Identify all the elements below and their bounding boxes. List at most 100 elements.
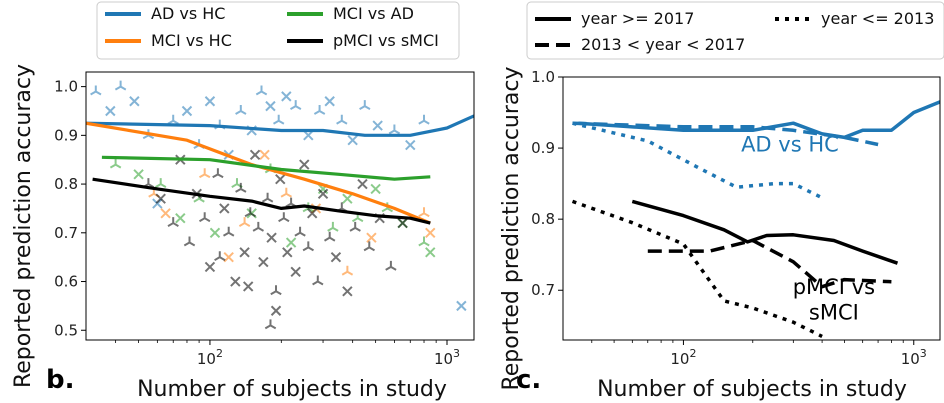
y-tick-label: 0.8 — [54, 175, 78, 193]
annotation-label: pMCI vs — [793, 275, 875, 299]
scatter-point — [209, 227, 221, 239]
scatter-point — [259, 149, 270, 161]
scatter-point — [290, 100, 302, 110]
legend-label: year >= 2017 — [581, 9, 694, 28]
scatter-point — [230, 276, 241, 287]
scatter-point — [223, 251, 234, 263]
series-line — [631, 199, 899, 265]
scatter-point — [397, 217, 408, 229]
y-tick-label: 0.7 — [531, 281, 555, 299]
scatter-point — [388, 124, 401, 135]
scatter-point — [181, 105, 193, 117]
scatter-point — [342, 193, 353, 204]
y-tick-label: 0.8 — [531, 210, 555, 228]
scatter-point — [285, 237, 297, 248]
y-tick-label: 1.0 — [54, 78, 78, 96]
scatter-point — [105, 105, 116, 117]
plot-area — [571, 100, 940, 338]
scatter-point — [341, 265, 354, 276]
panel-label: c. — [516, 365, 541, 395]
legend-label: 2013 < year < 2017 — [581, 35, 745, 54]
plot-area — [86, 80, 474, 330]
scatter-point — [366, 232, 377, 243]
scatter-point — [238, 217, 251, 227]
scatter-point — [265, 100, 276, 112]
scatter-point — [275, 173, 286, 185]
scatter-point — [154, 178, 167, 188]
scatter-point — [212, 168, 224, 179]
scatter-point — [219, 203, 230, 214]
scatter-point — [359, 100, 371, 110]
scatter-point — [363, 241, 375, 252]
scatter-point — [239, 247, 250, 258]
y-axis-title: Reported prediction accuracy — [499, 66, 524, 390]
scatter-point — [324, 96, 335, 107]
legend-label: MCI vs HC — [151, 31, 232, 50]
series-pmci-vs-smci — [142, 149, 408, 330]
series-line — [647, 238, 892, 289]
scatter-point — [327, 221, 339, 232]
scatter-point — [285, 197, 297, 208]
scatter-point — [405, 139, 416, 151]
x-tick-exponent: 2 — [689, 347, 696, 360]
scatter-point — [264, 319, 277, 330]
scatter-point — [299, 159, 310, 170]
scatter-point — [223, 226, 235, 237]
x-tick-label: 102 — [197, 347, 223, 368]
scatter-point — [235, 182, 247, 193]
scatter-point — [109, 158, 122, 169]
scatter-point — [385, 260, 397, 271]
scatter-point — [336, 114, 348, 125]
x-tick-label: 103 — [434, 347, 460, 368]
scatter-point — [418, 207, 430, 218]
scatter-point — [244, 207, 256, 218]
plot-frame — [85, 71, 475, 341]
scatter-point — [214, 251, 226, 262]
scatter-point — [242, 281, 254, 292]
scatter-point — [152, 198, 163, 209]
x-tick-label: 103 — [901, 347, 927, 368]
scatter-point — [306, 208, 318, 219]
scatter-point — [302, 241, 314, 252]
scatter-point — [249, 149, 261, 161]
x-tick-label: 102 — [670, 347, 696, 368]
scatter-point — [160, 208, 171, 219]
scatter-point — [255, 85, 268, 96]
x-tick-base: 10 — [197, 350, 216, 368]
scatter-point — [290, 266, 301, 277]
scatter-point — [278, 212, 290, 223]
scatter-point — [90, 85, 102, 96]
scatter-point — [370, 183, 381, 195]
annotation-label: AD vs HC — [741, 133, 839, 157]
x-axis-title: Number of subjects in study — [137, 377, 447, 402]
y-axis-title: Reported prediction accuracy — [11, 64, 36, 388]
trend-line — [92, 177, 431, 225]
legend-label: year <= 2013 — [821, 9, 934, 28]
scatter-point — [418, 236, 430, 247]
y-tick-label: 0.9 — [54, 126, 78, 144]
scatter-point — [199, 168, 211, 179]
scatter-point — [281, 91, 292, 102]
scatter-point — [183, 236, 196, 247]
scatter-point — [261, 192, 274, 203]
trend-line — [86, 114, 474, 137]
scatter-point — [282, 247, 293, 258]
scatter-point — [258, 256, 269, 268]
y-tick-label: 0.9 — [531, 139, 555, 157]
x-tick-base: 10 — [670, 350, 689, 368]
trend-line — [86, 121, 431, 225]
scatter-point — [349, 221, 361, 232]
scatter-point — [303, 130, 314, 141]
scatter-point — [270, 285, 282, 296]
legend-label: AD vs HC — [151, 4, 225, 23]
y-tick-label: 0.6 — [54, 273, 78, 291]
scatter-point — [323, 231, 336, 242]
scatter-point — [317, 188, 329, 200]
series-line — [571, 199, 823, 338]
legend-label: pMCI vs sMCI — [333, 31, 439, 50]
scatter-point — [280, 187, 292, 198]
scatter-point — [235, 104, 247, 115]
